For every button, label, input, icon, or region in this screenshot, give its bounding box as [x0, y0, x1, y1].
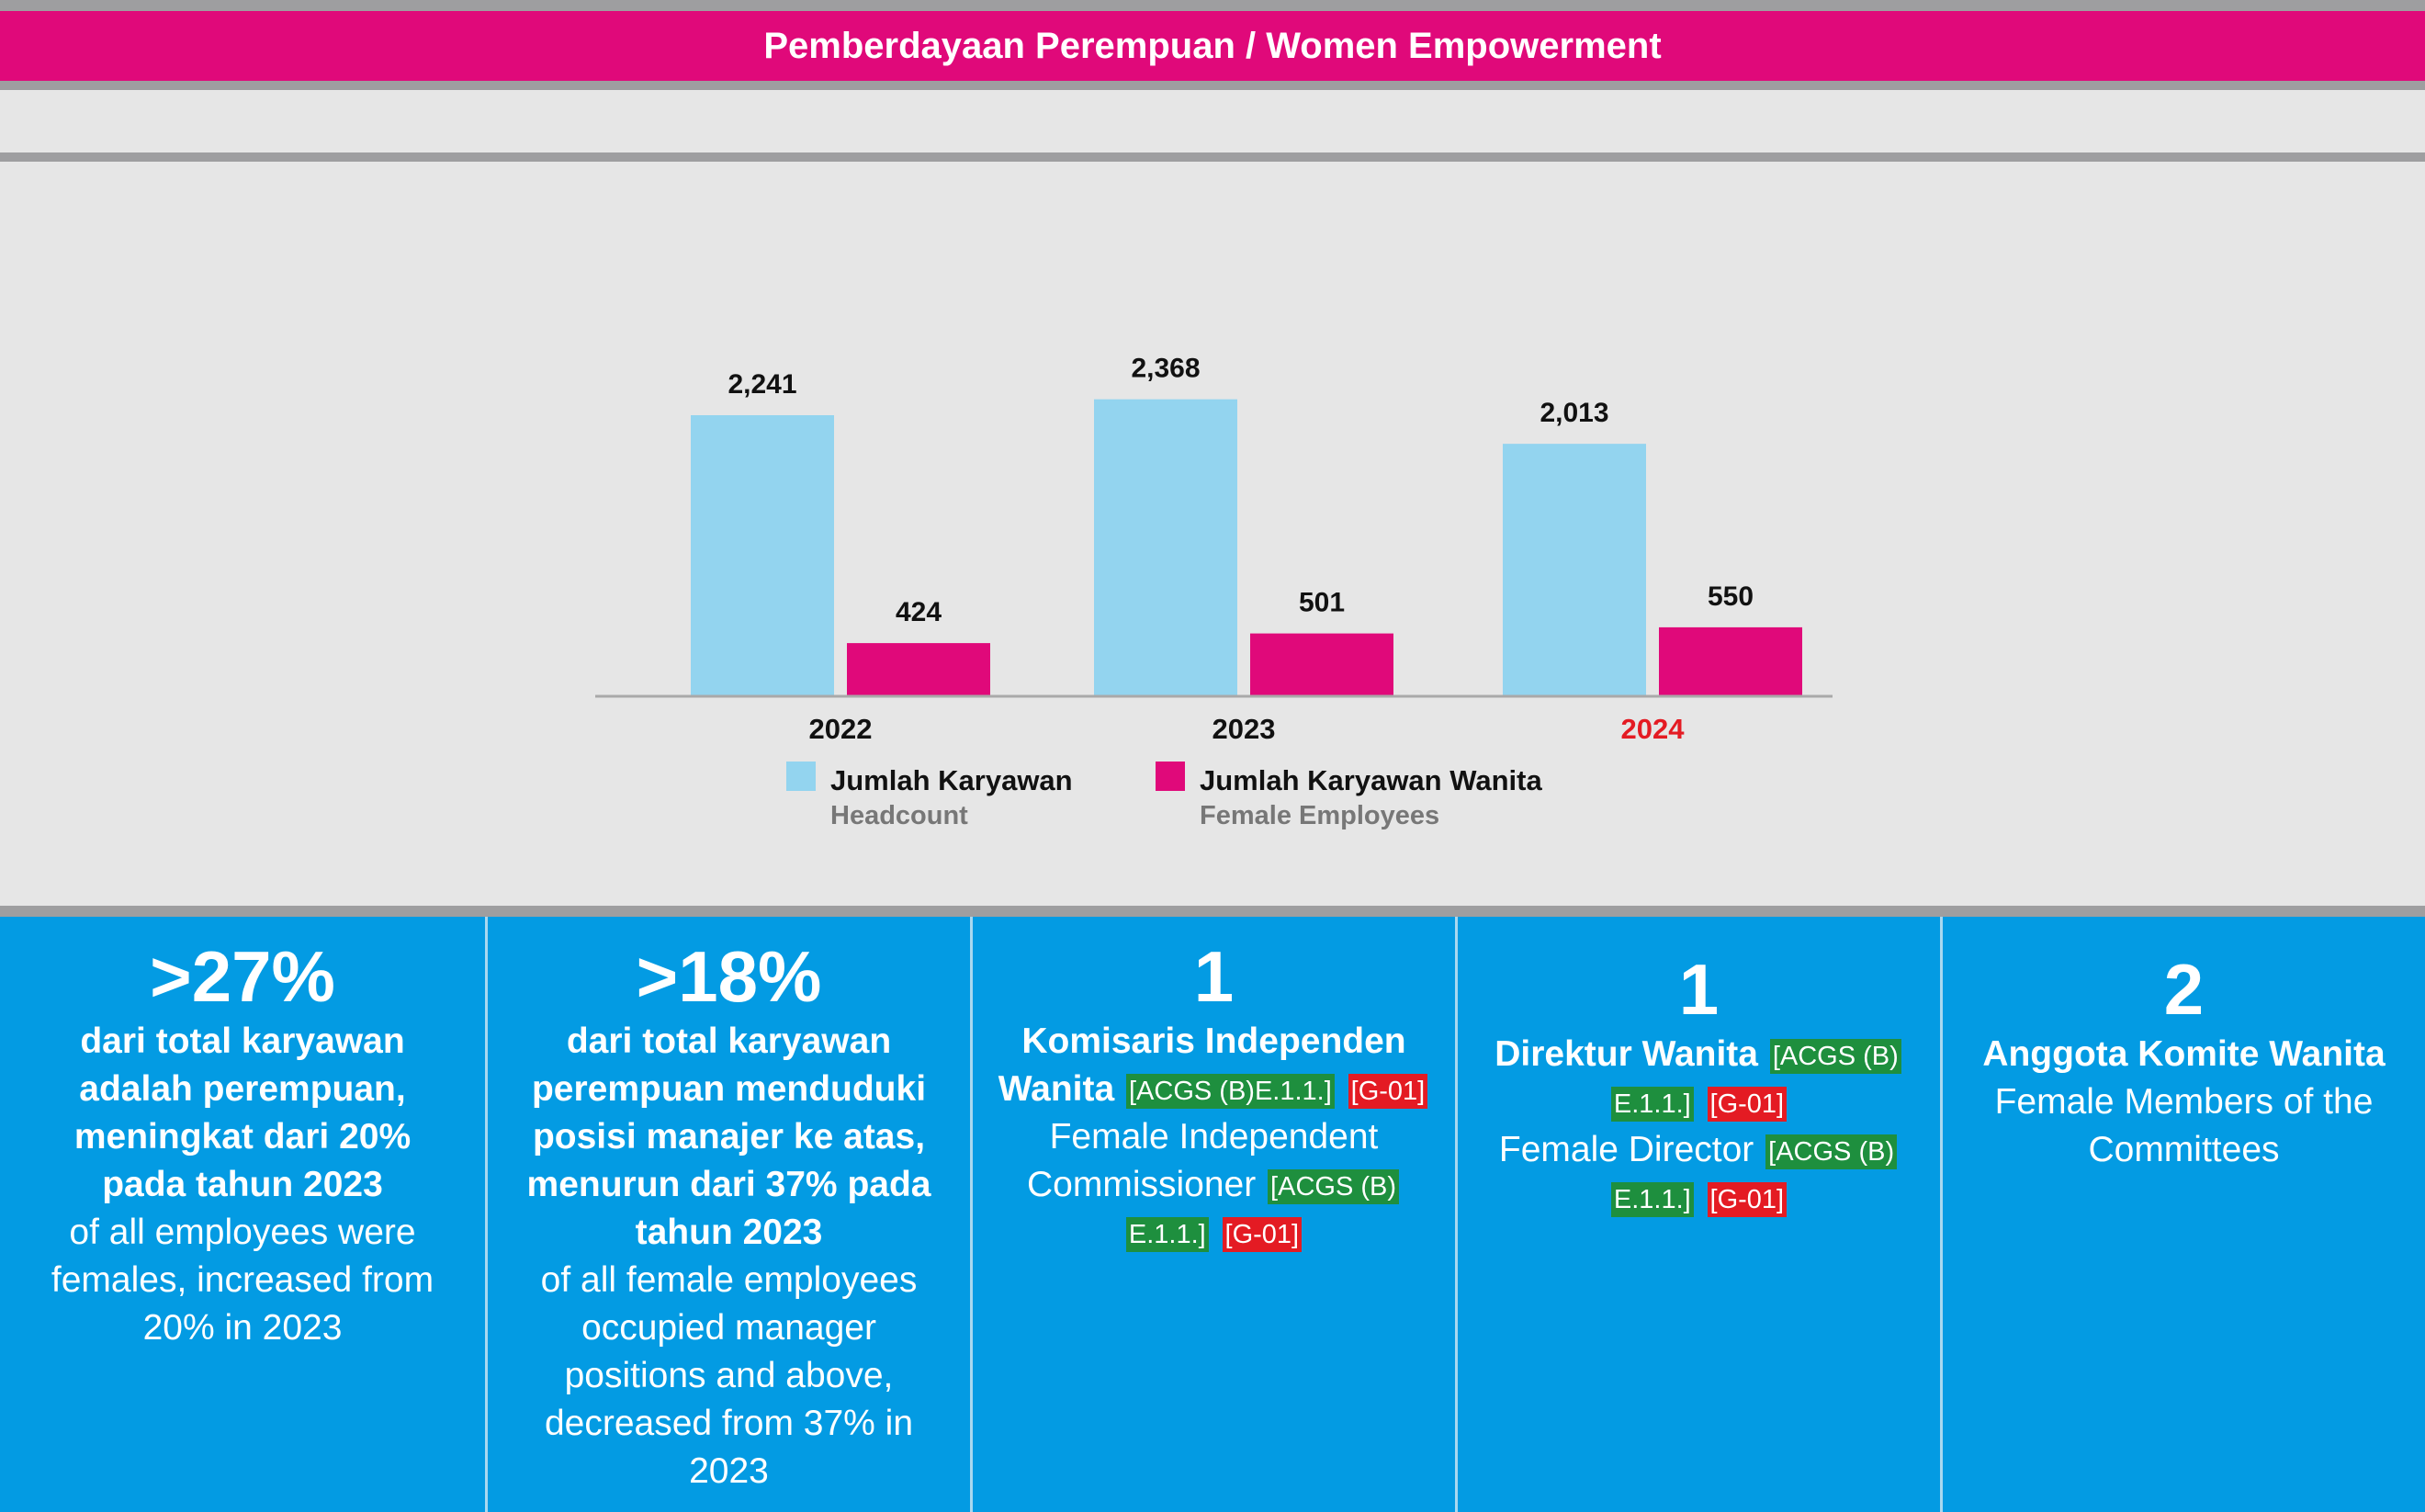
acgs-tag: [ACGS (B)E.1.1.] — [1126, 1073, 1335, 1109]
stat-id-line: tahun 2023 — [635, 1213, 823, 1252]
stat-en-line: Commissioner [ACGS (B) — [993, 1161, 1435, 1209]
strip-divider — [0, 152, 2425, 162]
stat-en-line: Female Independent — [1049, 1117, 1379, 1157]
stat-female-employees: >27% dari total karyawan adalah perempua… — [0, 917, 485, 1512]
stat-en-line: 20% in 2023 — [142, 1308, 343, 1348]
stat-id-line: menurun dari 37% pada — [526, 1165, 931, 1204]
stat-id-line: Anggota Komite Wanita — [1982, 1034, 2386, 1074]
g01-tag: [G-01] — [1707, 1086, 1788, 1122]
acgs-tag: E.1.1.] — [1610, 1086, 1694, 1122]
g01-tag: [G-01] — [1707, 1181, 1788, 1217]
stat-en-line: Female Members of the — [1994, 1082, 2374, 1122]
legend-female-swatch — [1156, 762, 1185, 791]
x-tick-label-2022: 2022 — [809, 713, 873, 745]
data-label-headcount-2023: 2,368 — [1131, 354, 1200, 384]
stat-tag-line: E.1.1.] [G-01] — [1478, 1174, 1920, 1222]
stat-value: 1 — [1678, 949, 1720, 1030]
bar-female-2024 — [1659, 626, 1802, 696]
chart-bottom-divider — [0, 906, 2425, 917]
stat-en-line: Female Director [ACGS (B) — [1478, 1126, 1920, 1174]
data-label-headcount-2024: 2,013 — [1540, 398, 1608, 428]
legend-headcount-label: Jumlah Karyawan — [830, 764, 1073, 796]
stat-en-line: of all female employees — [540, 1260, 918, 1300]
stat-value: >27% — [150, 936, 335, 1017]
data-label-female-2023: 501 — [1299, 588, 1345, 618]
stat-value: >18% — [636, 936, 822, 1017]
page-title: Pemberdayaan Perempuan / Women Empowerme… — [0, 11, 2425, 81]
stat-id-line: meningkat dari 20% — [73, 1117, 412, 1157]
stat-female-managers: >18% dari total karyawan perempuan mendu… — [485, 917, 970, 1512]
stat-id-line: posisi manajer ke atas, — [532, 1117, 926, 1157]
stat-tag-line: E.1.1.] [G-01] — [993, 1209, 1435, 1257]
g01-tag: [G-01] — [1348, 1073, 1428, 1109]
data-label-female-2022: 424 — [896, 597, 942, 627]
bar-headcount-2022 — [691, 415, 834, 696]
stat-id-text: Direktur Wanita — [1494, 1034, 1758, 1074]
stat-female-commissioner: 1 Komisaris Independen Wanita [ACGS (B)E… — [970, 917, 1455, 1512]
stat-value: 2 — [2163, 949, 2205, 1030]
stat-en-line: positions and above, — [564, 1356, 894, 1395]
stat-en-text: Commissioner — [1026, 1165, 1257, 1204]
stat-id-line: dari total karyawan — [80, 1021, 405, 1061]
stat-value: 1 — [1193, 936, 1235, 1017]
stat-id-line: Wanita [ACGS (B)E.1.1.] [G-01] — [993, 1066, 1435, 1113]
stat-en-line: occupied manager — [581, 1308, 876, 1348]
bar-female-2023 — [1250, 633, 1393, 696]
data-label-female-2024: 550 — [1708, 581, 1754, 612]
x-tick-label-2023: 2023 — [1212, 713, 1276, 745]
legend-headcount-sub: Headcount — [830, 801, 968, 830]
title-divider — [0, 81, 2425, 90]
data-label-headcount-2022: 2,241 — [728, 369, 796, 400]
acgs-tag: [ACGS (B) — [1769, 1038, 1901, 1074]
stat-id-line: Direktur Wanita [ACGS (B) — [1478, 1031, 1920, 1078]
x-tick-label-2024: 2024 — [1621, 713, 1686, 745]
acgs-tag: [ACGS (B) — [1268, 1168, 1400, 1204]
stat-id-line: dari total karyawan — [566, 1021, 892, 1061]
blank-strip — [0, 90, 2425, 152]
stat-en-line: of all employees were — [69, 1213, 416, 1252]
chart-area: 2,241 424 2022 2,368 501 2023 2,013 550 2024 Jum… — [0, 162, 2425, 906]
stat-female-director: 1 Direktur Wanita [ACGS (B) E.1.1.] [G-0… — [1455, 917, 1940, 1512]
acgs-tag: E.1.1.] — [1610, 1181, 1694, 1217]
bar-chart: 2,241 424 2022 2,368 501 2023 2,013 550 2024 — [595, 354, 1833, 745]
stats-panel: >27% dari total karyawan adalah perempua… — [0, 917, 2425, 1512]
bar-headcount-2024 — [1503, 444, 1646, 696]
legend-female-sub: Female Employees — [1200, 801, 1440, 830]
stat-id-line: Komisaris Independen — [1021, 1021, 1406, 1061]
bar-female-2022 — [847, 643, 990, 696]
stat-en-line: 2023 — [689, 1451, 769, 1491]
stat-id-text: Wanita — [998, 1069, 1115, 1109]
stat-female-committee-members: 2 Anggota Komite Wanita Female Members o… — [1940, 917, 2425, 1512]
stat-en-line: females, increased from — [51, 1260, 434, 1300]
legend-headcount-swatch — [786, 762, 816, 791]
stat-en-line: Committees — [2088, 1130, 2280, 1169]
g01-tag: [G-01] — [1222, 1216, 1303, 1252]
bar-headcount-2023 — [1094, 399, 1237, 696]
acgs-tag: [ACGS (B) — [1765, 1134, 1898, 1169]
stat-en-line: decreased from 37% in — [544, 1404, 914, 1443]
stat-id-line: perempuan menduduki — [531, 1069, 927, 1109]
legend-female-label: Jumlah Karyawan Wanita — [1200, 764, 1542, 796]
acgs-tag: E.1.1.] — [1125, 1216, 1209, 1252]
stat-id-line: pada tahun 2023 — [102, 1165, 383, 1204]
stat-en-text: Female Director — [1498, 1130, 1754, 1169]
top-divider — [0, 0, 2425, 11]
stat-tag-line: E.1.1.] [G-01] — [1478, 1078, 1920, 1126]
stat-id-line: adalah perempuan, — [79, 1069, 406, 1109]
